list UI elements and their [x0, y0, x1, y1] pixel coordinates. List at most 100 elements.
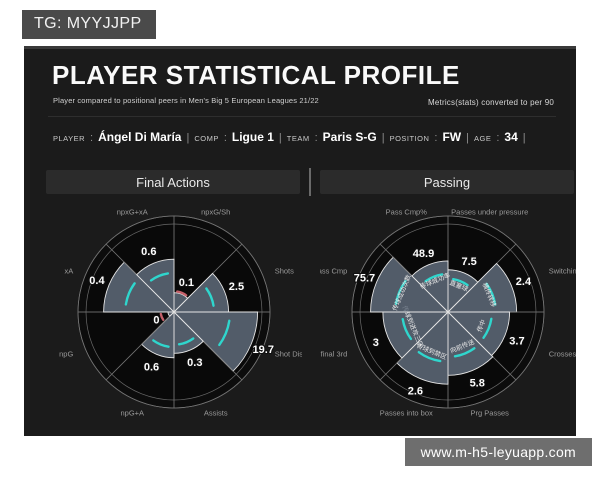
- comparison-arc: [485, 282, 497, 306]
- chart-sector-guide: [105, 215, 175, 313]
- panel-title-left: Final Actions: [136, 174, 210, 190]
- chart-slice: [411, 260, 449, 314]
- comp-key: COMP: [194, 134, 219, 143]
- comparison-arc: [424, 273, 444, 283]
- player-key: PLAYER: [53, 134, 86, 143]
- comparison-arc: [152, 339, 170, 348]
- sep-1: |: [186, 132, 190, 144]
- chart-sector-guide: [173, 215, 243, 313]
- comp-colon: :: [223, 132, 227, 144]
- player-info-line: PLAYER : Ángel Di María | COMP : Ligue 1…: [53, 130, 531, 144]
- axis-category-label: Passes under pressure: [451, 207, 528, 216]
- comparison-arc-low: [176, 290, 188, 297]
- slice-value-label: 2.6: [408, 386, 423, 398]
- slice-value-label: 19.7: [253, 344, 274, 356]
- slice-value-label: 0.1: [179, 277, 194, 289]
- chart-sector-guide: [105, 311, 175, 409]
- slice-value-label: 0.4: [89, 275, 105, 287]
- comparison-arc: [401, 317, 413, 341]
- slice-value-label: 48.9: [413, 248, 434, 260]
- telegram-tag-badge: TG: MYYJJPP: [22, 10, 156, 39]
- axis-category-label: npG+A: [121, 409, 145, 418]
- chart-slice: [136, 258, 175, 314]
- chart-sector-guide: [379, 311, 449, 409]
- comparison-arc: [205, 287, 215, 307]
- slice-value-label: 7.5: [461, 256, 476, 268]
- axis-category-label: Shot Distance: [275, 350, 302, 359]
- slice-value-label: 5.8: [470, 378, 485, 390]
- axis-category-label: Passes into box: [380, 409, 433, 418]
- chart-sector-guide: [77, 311, 175, 381]
- comparison-arc: [124, 282, 136, 306]
- header-divider: [48, 116, 556, 117]
- chart-sector-guide: [447, 215, 517, 313]
- player-profile-poster: PLAYER STATISTICAL PROFILE Player compar…: [24, 46, 576, 436]
- slice-value-label: 2.4: [516, 276, 532, 288]
- chart-slice: [172, 311, 259, 372]
- chart-sector-guide: [379, 215, 449, 313]
- chart-sector-guide: [77, 243, 175, 313]
- age-colon: :: [496, 132, 500, 144]
- slice-value-label: 0: [153, 314, 159, 326]
- chart-slice: [396, 310, 449, 385]
- axis-category-label: Assists: [204, 409, 228, 418]
- slice-value-label: 2.5: [229, 281, 244, 293]
- pizza-chart-passing: 7.5 直塞球 Passes under pressure 2.4 横传转移 Switch…: [320, 198, 576, 428]
- axis-category-label: npxG+xA: [117, 207, 148, 216]
- chart-sector-guide: [173, 311, 243, 409]
- slice-value-label: 3.7: [509, 336, 524, 348]
- comp-value: Ligue 1: [231, 130, 274, 144]
- slice-value-label: 0.6: [141, 246, 156, 258]
- page-title: PLAYER STATISTICAL PROFILE: [52, 60, 460, 90]
- axis-category-label: Prg Passes: [471, 409, 510, 418]
- axis-category-label: npG: [59, 350, 73, 359]
- axis-category-label: Shots: [275, 266, 294, 275]
- chart-sector-guide: [351, 243, 449, 313]
- position-key: POSITION: [389, 134, 430, 143]
- axis-category-label: Pass Cmp: [320, 266, 347, 275]
- team-value: Paris S-G: [322, 130, 377, 144]
- comparison-arc: [394, 279, 407, 305]
- chart-sector-guide: [351, 311, 449, 381]
- comparison-arc: [177, 337, 195, 346]
- age-key: AGE: [473, 134, 492, 143]
- comparison-arc: [482, 317, 493, 339]
- comparison-arc: [417, 350, 442, 363]
- chart-sector-guide: [447, 311, 517, 409]
- chart-sector-guide: [173, 243, 271, 313]
- player-name: Ángel Di María: [98, 130, 182, 144]
- axis-category-label: Switching: [549, 266, 576, 275]
- chart-sector-guide: [447, 311, 545, 381]
- age-value: 34: [504, 130, 518, 144]
- position-colon: :: [434, 132, 438, 144]
- comparison-arc: [218, 319, 231, 347]
- comparison-arc: [149, 272, 170, 282]
- sep-4: |: [466, 132, 469, 144]
- position-value: FW: [442, 130, 462, 144]
- poster-subtitle: Player compared to positional peers in M…: [53, 96, 319, 105]
- slice-value-label: 75.7: [354, 272, 375, 284]
- team-key: TEAM: [286, 134, 310, 143]
- sep-3: |: [381, 132, 385, 144]
- slice-value-label: 3: [373, 337, 379, 349]
- panel-title-right: Passing: [423, 174, 471, 190]
- metrics-note: Metrics(stats) converted to per 90: [428, 98, 554, 107]
- axis-category-label: Pass Cmp%: [386, 207, 428, 216]
- axis-category-label: npxG/Sh: [201, 207, 230, 216]
- axis-category-label: Crosses: [549, 350, 576, 359]
- axis-category-label: Passes into final 3rd: [320, 350, 347, 359]
- player-colon: :: [90, 132, 94, 144]
- chart-sector-guide: [173, 311, 271, 381]
- axis-category-label: xA: [65, 266, 74, 275]
- comparison-arc-low: [159, 312, 165, 322]
- slice-value-label: 0.6: [144, 361, 159, 373]
- sep-5: |: [522, 132, 526, 144]
- chart-slice: [370, 256, 450, 313]
- comparison-arc: [451, 277, 469, 287]
- chart-sector-guide: [447, 243, 545, 313]
- comparison-arc: [453, 347, 476, 358]
